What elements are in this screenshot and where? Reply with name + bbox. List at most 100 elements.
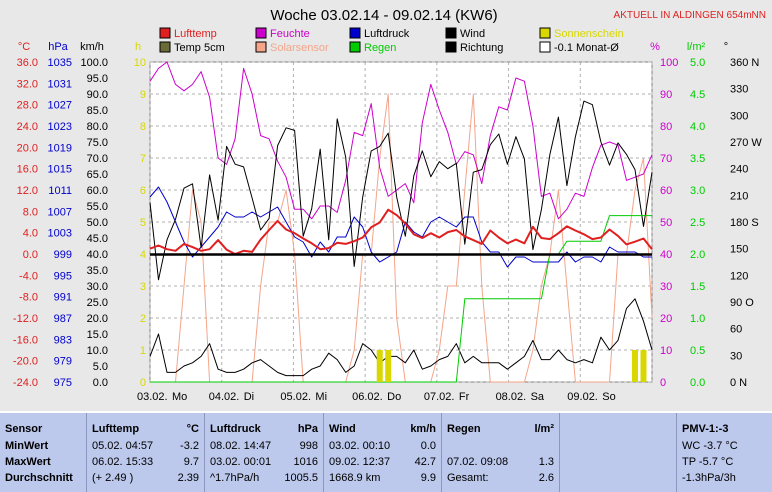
stats-table: Sensor MinWert MaxWert Durchschnitt Luft… <box>0 411 772 492</box>
temp-tick-label: 32.0 <box>17 78 38 90</box>
wind-tick-label: 95.0 <box>87 73 108 85</box>
stats-wind-min-time: 03.02. 00:10 <box>329 440 391 452</box>
direction-tick-label: 90 O <box>730 297 754 309</box>
legend: Lufttemp Temp 5cm Feuchte Solarsensor Luftdr… <box>159 27 624 54</box>
temp-tick-label: 4.0 <box>23 228 38 240</box>
sunshine-bar <box>376 350 383 382</box>
humidity-tick-label: 0 <box>660 377 666 389</box>
x-axis-labels: 03.02. Mo 04.02. Di 05.02. Mi 06.02. Do 07.02. Fr… <box>137 391 616 403</box>
x-date-label: 08.02. <box>496 391 527 403</box>
stats-regen-unit: l/m² <box>534 423 554 435</box>
axis-unit-wind: km/h <box>80 41 104 53</box>
wind-tick-label: 5.0 <box>93 361 108 373</box>
pressure-tick-label: 1019 <box>48 142 72 154</box>
pressure-tick-label: 1035 <box>48 57 72 69</box>
axis-ticks: 36.032.028.024.020.016.012.08.04.00.0-4.… <box>13 57 762 389</box>
stats-regen-total-value: 2.6 <box>538 472 554 484</box>
pressure-tick-label: 999 <box>54 249 72 261</box>
rain-tick-label: 1.5 <box>690 281 705 293</box>
stats-wind-distance: 1668.9 km <box>329 472 381 484</box>
sun-tick-label: 4 <box>140 249 146 261</box>
stats-pmv-pressure-trend: -1.3hPa/3h <box>682 472 736 484</box>
wind-tick-label: 25.0 <box>87 297 108 309</box>
wind-tick-label: 50.0 <box>87 217 108 229</box>
humidity-tick-label: 60 <box>660 185 672 197</box>
x-date-label: 05.02. <box>280 391 311 403</box>
wind-tick-label: 15.0 <box>87 329 108 341</box>
stats-wind-header: Wind <box>329 423 356 435</box>
x-weekday-label: Mo <box>172 391 187 403</box>
sun-tick-label: 3 <box>140 281 146 293</box>
station-label: AKTUELL IN ALDINGEN 654mNN <box>614 10 766 21</box>
pressure-tick-label: 1027 <box>48 100 72 112</box>
direction-tick-label: 60 <box>730 324 742 336</box>
stats-lufttemp-avg-value: 2.39 <box>177 472 199 484</box>
pressure-tick-label: 1015 <box>48 164 72 176</box>
legend-label: Lufttemp <box>174 28 217 40</box>
legend-label: -0.1 Monat-Ø <box>554 42 619 54</box>
legend-swatch <box>445 27 457 39</box>
x-date-label: 06.02. <box>352 391 383 403</box>
legend-swatch <box>539 27 551 39</box>
sun-tick-label: 10 <box>134 57 146 69</box>
x-date-label: 09.02. <box>567 391 598 403</box>
stats-pmv-windchill: WC -3.7 °C <box>682 440 738 452</box>
axis-unit-temp: °C <box>18 41 30 53</box>
humidity-tick-label: 80 <box>660 121 672 133</box>
legend-label: Sonnenschein <box>554 28 624 40</box>
humidity-tick-label: 50 <box>660 217 672 229</box>
direction-tick-label: 360 N <box>730 57 759 69</box>
stats-luftdruck-column: Luftdruck hPa 08.02. 14:47 998 03.02. 00… <box>205 413 324 492</box>
stats-row-label-avg: Durchschnitt <box>5 472 73 484</box>
stats-regen-column: Regen l/m² 07.02. 09:08 1.3 Gesamt: 2.6 <box>442 413 560 492</box>
wind-tick-label: 55.0 <box>87 201 108 213</box>
sunshine-bar <box>640 350 647 382</box>
sun-tick-label: 6 <box>140 185 146 197</box>
stats-pmv-dewpoint: TP -5.7 °C <box>682 456 734 468</box>
axis-unit-sun: h <box>135 41 141 53</box>
axis-unit-rain: l/m² <box>687 41 706 53</box>
legend-swatch <box>159 41 171 53</box>
rain-tick-label: 1.0 <box>690 313 705 325</box>
direction-tick-label: 0 N <box>730 377 747 389</box>
pressure-tick-label: 991 <box>54 292 72 304</box>
wind-tick-label: 45.0 <box>87 233 108 245</box>
wind-tick-label: 75.0 <box>87 137 108 149</box>
legend-swatch <box>349 27 361 39</box>
wind-tick-label: 90.0 <box>87 89 108 101</box>
series-richtung <box>149 100 653 281</box>
stats-luftdruck-trend: ^1.7hPa/h <box>210 472 260 484</box>
stats-wind-max-time: 09.02. 12:37 <box>329 456 391 468</box>
wind-tick-label: 100.0 <box>80 57 108 69</box>
rain-tick-label: 3.5 <box>690 153 705 165</box>
temp-tick-label: -4.0 <box>19 270 38 282</box>
pressure-tick-label: 979 <box>54 356 72 368</box>
stats-lufttemp-unit: °C <box>186 423 199 435</box>
axis-unit-humidity: % <box>650 41 660 53</box>
sunshine-bar <box>631 350 638 382</box>
humidity-tick-label: 40 <box>660 249 672 261</box>
sunshine-bar <box>385 350 392 382</box>
chart-title: Woche 03.02.14 - 09.02.14 (KW6) <box>270 7 497 24</box>
rain-tick-label: 2.5 <box>690 217 705 229</box>
rain-tick-label: 5.0 <box>690 57 705 69</box>
wind-tick-label: 35.0 <box>87 265 108 277</box>
stats-spacer-column <box>560 413 677 492</box>
sun-tick-label: 9 <box>140 89 146 101</box>
temp-tick-label: -16.0 <box>13 334 38 346</box>
stats-regen-max-time: 07.02. 09:08 <box>447 456 509 468</box>
legend-swatch <box>159 27 171 39</box>
series-feuchte <box>149 61 653 220</box>
wind-tick-label: 0.0 <box>93 377 108 389</box>
stats-regen-max-value: 1.3 <box>538 456 554 468</box>
wind-tick-label: 40.0 <box>87 249 108 261</box>
stats-wind-min-value: 0.0 <box>420 440 436 452</box>
temp-tick-label: -8.0 <box>19 292 38 304</box>
x-date-label: 04.02. <box>209 391 240 403</box>
stats-regen-header: Regen <box>447 423 481 435</box>
stats-sensor-column: Sensor MinWert MaxWert Durchschnitt <box>0 413 87 492</box>
direction-tick-label: 150 <box>730 244 748 256</box>
x-date-label: 07.02. <box>424 391 455 403</box>
stats-lufttemp-min-value: -3.2 <box>180 440 199 452</box>
direction-tick-label: 270 W <box>730 137 762 149</box>
